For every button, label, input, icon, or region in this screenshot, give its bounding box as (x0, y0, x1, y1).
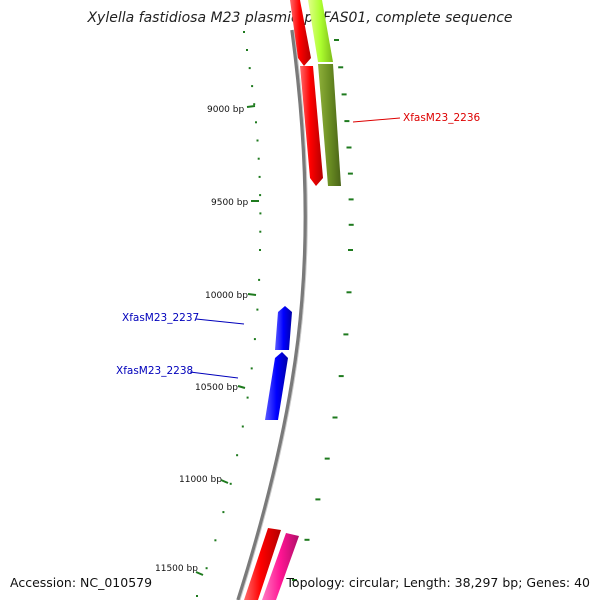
gene-label-xfasm23-2236: XfasM23_2236 (403, 112, 481, 124)
major-ticks (195, 105, 259, 576)
bp-label-11500: 11500 bp (155, 564, 198, 574)
leader-xfasm23-2237 (195, 318, 245, 325)
gene-pink-bottom (262, 533, 299, 600)
leader-xfasm23-2236 (352, 117, 401, 123)
bp-label-9500: 9500 bp (211, 198, 248, 208)
leader-xfasm23-2238 (189, 371, 239, 379)
gene-red-bottom (244, 528, 281, 600)
gene-lime (308, 0, 333, 62)
gene-label-xfasm23-2238: XfasM23_2238 (116, 365, 193, 377)
bp-label-10000: 10000 bp (205, 291, 248, 301)
gene-red-xfasm23-2236 (300, 66, 323, 186)
gene-red-top-fragment (290, 0, 311, 66)
accession-text: Accession: NC_010579 (10, 575, 153, 590)
gene-label-xfasm23-2237: XfasM23_2237 (122, 312, 199, 324)
bp-label-11000: 11000 bp (179, 475, 222, 485)
backbone-arc (236, 29, 308, 600)
gene-blue-xfasm23-2237 (275, 306, 292, 350)
inner-tick-marks (196, 31, 262, 597)
gene-olive (318, 64, 341, 186)
gene-blue-xfasm23-2238 (265, 352, 288, 420)
backbone-arc-highlight (239, 29, 308, 600)
bp-label-9000: 9000 bp (207, 105, 244, 115)
topology-text: Topology: circular; Length: 38,297 bp; G… (286, 575, 590, 590)
bp-label-10500: 10500 bp (195, 383, 238, 393)
outer-tick-marks (292, 39, 354, 581)
